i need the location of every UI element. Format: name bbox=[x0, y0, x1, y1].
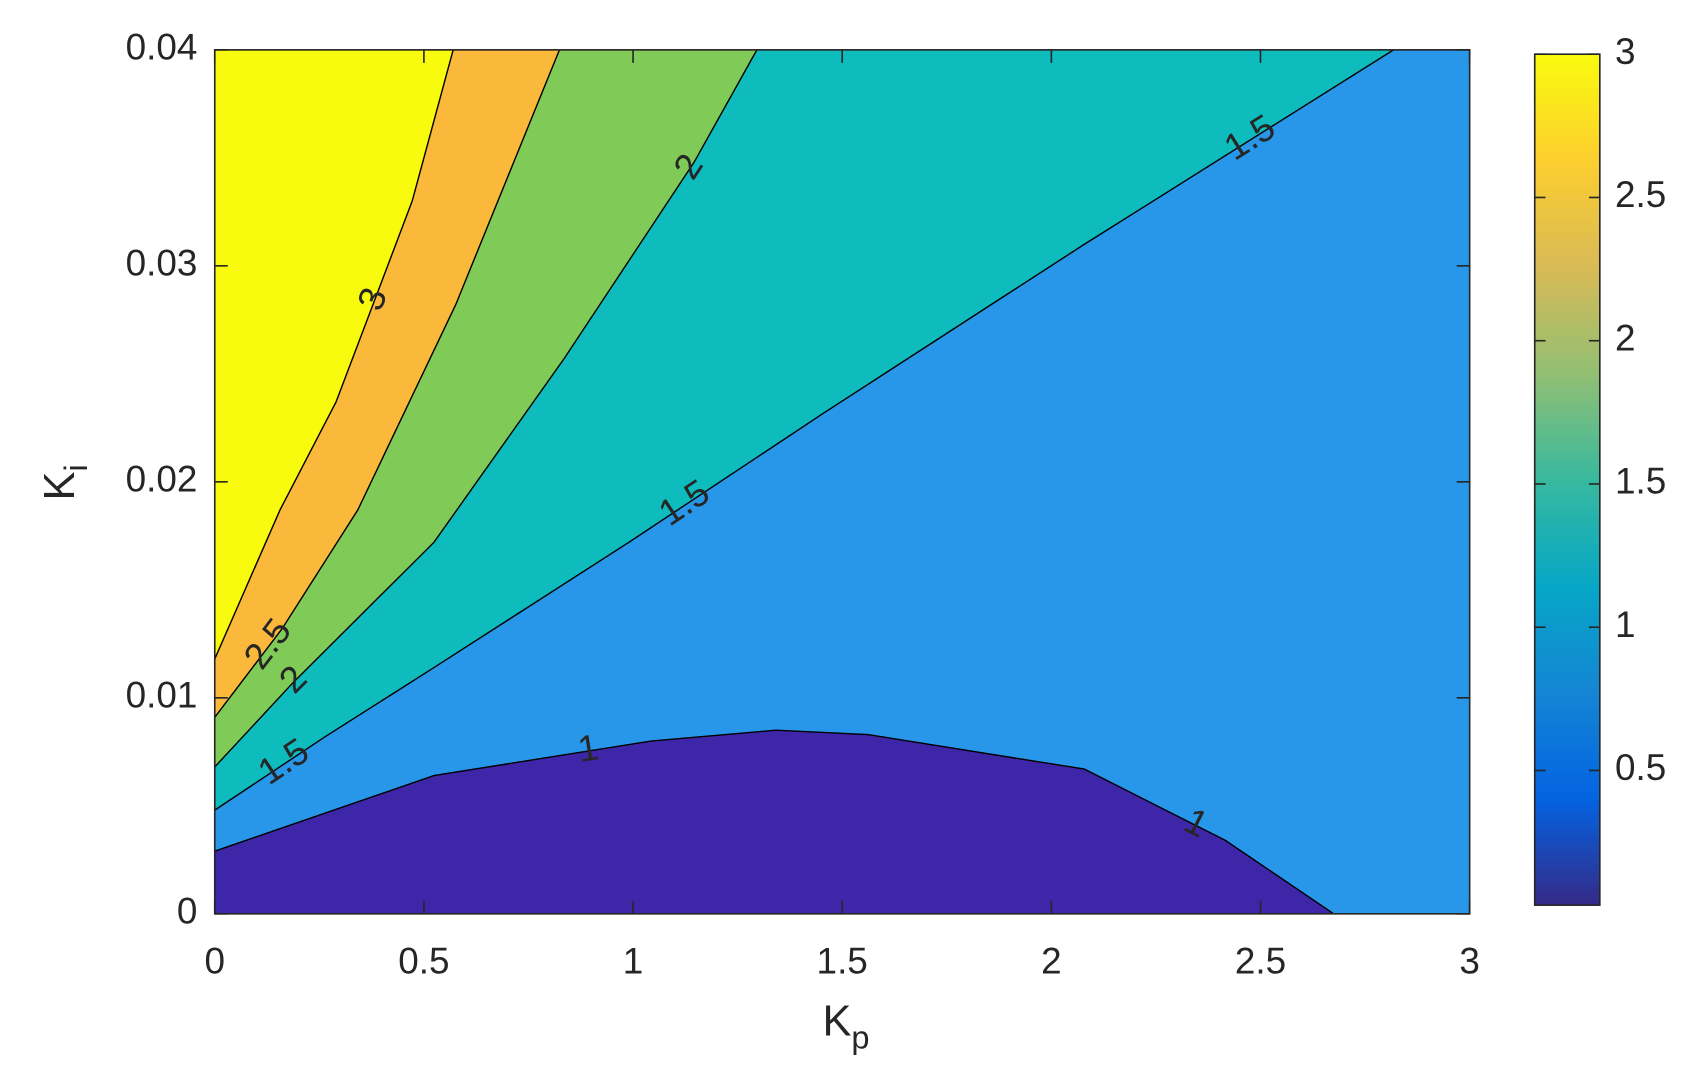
colorbar-tick-label: 2 bbox=[1615, 317, 1636, 358]
y-tick-label: 0 bbox=[177, 891, 198, 932]
colorbar-tick-label: 1.5 bbox=[1615, 461, 1666, 502]
colorbar-tick-label: 2.5 bbox=[1615, 174, 1666, 215]
x-tick-label: 2 bbox=[1041, 940, 1062, 981]
contour-line bbox=[214, 49, 1394, 811]
y-tick-label: 0.04 bbox=[126, 27, 198, 68]
x-tick-label: 0 bbox=[205, 940, 226, 981]
x-tick-label: 0.5 bbox=[398, 940, 449, 981]
contour-line bbox=[214, 49, 758, 768]
colorbar bbox=[1533, 53, 1601, 906]
x-label-main: K bbox=[822, 998, 851, 1046]
contour-line bbox=[214, 729, 1335, 915]
y-axis-label: Ki bbox=[36, 464, 93, 500]
y-tick-label: 0.02 bbox=[126, 459, 198, 500]
colorbar-tick-label: 3 bbox=[1615, 31, 1636, 72]
y-tick-label: 0.01 bbox=[126, 675, 198, 716]
y-label-main: K bbox=[36, 471, 84, 500]
x-axis-label: Kp bbox=[822, 998, 869, 1055]
y-tick-label: 0.03 bbox=[126, 243, 198, 284]
x-tick-label: 1 bbox=[623, 940, 644, 981]
colorbar-tick-label: 1 bbox=[1615, 604, 1636, 645]
contour-line bbox=[214, 49, 454, 660]
contour-line bbox=[214, 49, 561, 718]
colorbar-tick-label: 0.5 bbox=[1615, 747, 1666, 788]
y-label-sub: i bbox=[58, 464, 94, 471]
x-tick-label: 3 bbox=[1459, 940, 1480, 981]
x-label-sub: p bbox=[851, 1019, 869, 1055]
x-tick-label: 1.5 bbox=[817, 940, 868, 981]
x-tick-label: 2.5 bbox=[1235, 940, 1286, 981]
